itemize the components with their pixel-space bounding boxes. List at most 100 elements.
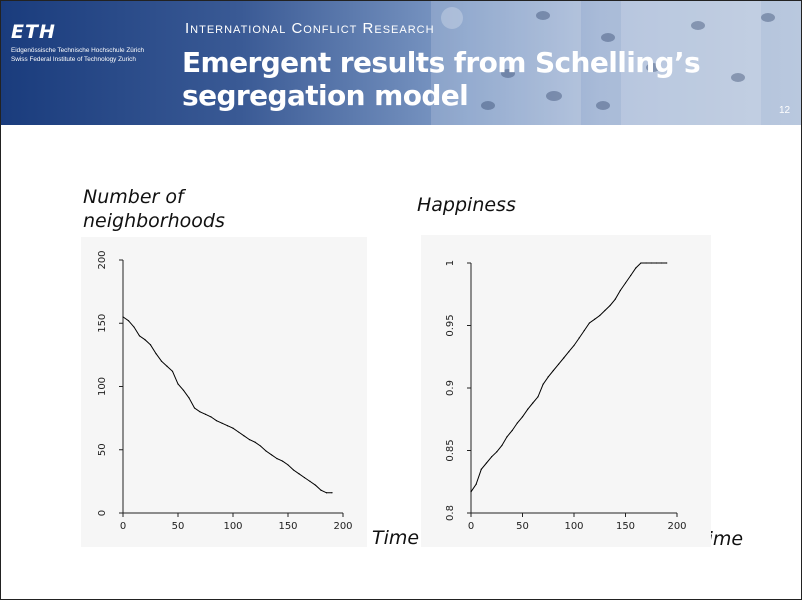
happiness-data-point — [491, 456, 493, 458]
neighborhoods-data-point — [188, 397, 190, 399]
neighborhoods-data-point — [237, 431, 240, 433]
neighborhoods-x-tick-label: 200 — [333, 521, 352, 532]
happiness-plot-panel: 0 50 100 150 200 0.8 0.85 0.9 0.95 1 — [421, 235, 711, 547]
neighborhoods-y-tick-label: 200 — [97, 250, 108, 269]
happiness-data-point — [542, 383, 544, 385]
happiness-data-point — [511, 429, 513, 432]
happiness-data-point — [485, 462, 488, 464]
neighborhoods-data-point — [182, 389, 185, 391]
happiness-data-point — [624, 282, 627, 284]
neighborhoods-data-point — [287, 464, 289, 466]
neighborhoods-y-tick-label: 150 — [97, 314, 108, 333]
neighborhoods-data-point — [221, 422, 223, 424]
neighborhoods-data-point — [281, 460, 284, 462]
neighborhoods-chart: 0 50 100 150 200 0 50 100 150 200 — [97, 250, 353, 532]
happiness-x-tick-label: 50 — [516, 521, 529, 532]
neighborhoods-data-point — [166, 365, 168, 367]
neighborhoods-x-tick-label: 100 — [223, 521, 242, 532]
happiness-data-point — [666, 262, 668, 264]
neighborhoods-data-point — [254, 441, 256, 443]
institution-name-en: Swiss Federal Institute of Technology Zu… — [11, 56, 136, 63]
happiness-data-point — [527, 408, 529, 410]
neighborhoods-data-point — [259, 445, 262, 447]
happiness-x-tick-label: 150 — [616, 521, 635, 532]
institution-name-de: Eidgenössische Technische Hochschule Zür… — [11, 47, 145, 54]
neighborhoods-data-point — [138, 335, 141, 337]
happiness-data-point — [506, 436, 508, 438]
happiness-data-point — [650, 262, 652, 264]
neighborhoods-x-tick-label: 50 — [172, 521, 185, 532]
neighborhoods-data-point — [276, 458, 278, 460]
neighborhoods-plot-panel: 0 50 100 150 200 0 50 100 150 200 — [81, 237, 367, 547]
happiness-data-point — [655, 262, 657, 264]
happiness-data-point — [501, 444, 503, 447]
neighborhoods-data-point — [226, 425, 229, 427]
neighborhoods-data-point — [155, 353, 157, 355]
neighborhoods-y-tick-label: 0 — [97, 510, 108, 516]
happiness-data-point — [557, 363, 560, 365]
happiness-y-tick-label: 0.9 — [445, 380, 456, 396]
neighborhoods-data-point — [204, 413, 207, 415]
happiness-y-tick-label: 1 — [445, 260, 456, 266]
slide-number: 12 — [779, 105, 791, 116]
eth-logo: ETH — [11, 21, 56, 43]
neighborhoods-x-tick-label: 0 — [120, 521, 126, 532]
happiness-data-point — [594, 318, 596, 320]
happiness-y-tick-label: 0.85 — [445, 439, 456, 461]
happiness-x-tick-label: 0 — [468, 521, 474, 532]
happiness-y-tick-label: 0.95 — [445, 314, 456, 336]
happiness-x-tick-label: 200 — [667, 521, 686, 532]
neighborhoods-data-point — [149, 344, 152, 346]
neighborhoods-data-point — [292, 469, 295, 471]
happiness-series-line — [470, 262, 667, 493]
happiness-data-point — [635, 267, 637, 269]
neighborhoods-data-point — [314, 484, 317, 486]
left-chart-ylabel: Number of neighborhoods — [83, 186, 225, 232]
happiness-data-point — [532, 402, 534, 404]
happiness-data-point — [604, 309, 606, 312]
happiness-data-point — [599, 314, 601, 317]
neighborhoods-data-point — [199, 411, 201, 413]
happiness-data-point — [537, 396, 539, 398]
neighborhoods-data-point — [248, 439, 251, 441]
section-title: International Conflict Research — [185, 20, 435, 37]
happiness-data-point — [660, 262, 663, 264]
happiness-data-point — [588, 322, 591, 324]
neighborhoods-data-point — [193, 407, 196, 409]
neighborhoods-x-tick-label: 150 — [278, 521, 297, 532]
happiness-data-point — [568, 351, 570, 353]
neighborhoods-series-line — [122, 316, 332, 494]
neighborhoods-data-point — [171, 370, 174, 372]
neighborhoods-data-point — [127, 320, 130, 322]
neighborhoods-data-point — [232, 427, 234, 429]
happiness-data-point — [470, 491, 472, 493]
happiness-data-point — [614, 298, 616, 300]
neighborhoods-data-point — [325, 492, 328, 494]
neighborhoods-y-tick-label: 50 — [97, 443, 108, 456]
happiness-data-point — [619, 289, 621, 292]
header-banner: ETH Eidgenössische Technische Hochschule… — [1, 1, 801, 125]
happiness-data-point — [552, 369, 554, 372]
neighborhoods-data-point — [160, 360, 163, 362]
neighborhoods-data-point — [177, 383, 179, 385]
neighborhoods-data-point — [270, 454, 273, 456]
happiness-data-point — [516, 422, 518, 424]
happiness-data-point — [547, 376, 549, 378]
neighborhoods-data-point — [144, 339, 146, 341]
left-chart-xlabel: Time — [372, 527, 420, 549]
happiness-data-point — [563, 357, 565, 359]
neighborhoods-y-tick-label: 100 — [97, 377, 108, 396]
neighborhoods-data-point — [133, 326, 135, 328]
happiness-data-point — [645, 262, 647, 264]
neighborhoods-data-point — [298, 473, 300, 475]
neighborhoods-data-point — [309, 480, 311, 482]
happiness-data-point — [480, 468, 482, 470]
happiness-data-point — [521, 416, 524, 418]
neighborhoods-data-point — [331, 492, 333, 494]
happiness-chart: 0 50 100 150 200 0.8 0.85 0.9 0.95 1 — [445, 260, 687, 532]
happiness-data-point — [583, 329, 585, 332]
happiness-data-point — [609, 304, 611, 307]
neighborhoods-data-point — [243, 435, 245, 437]
happiness-data-point — [475, 483, 477, 485]
